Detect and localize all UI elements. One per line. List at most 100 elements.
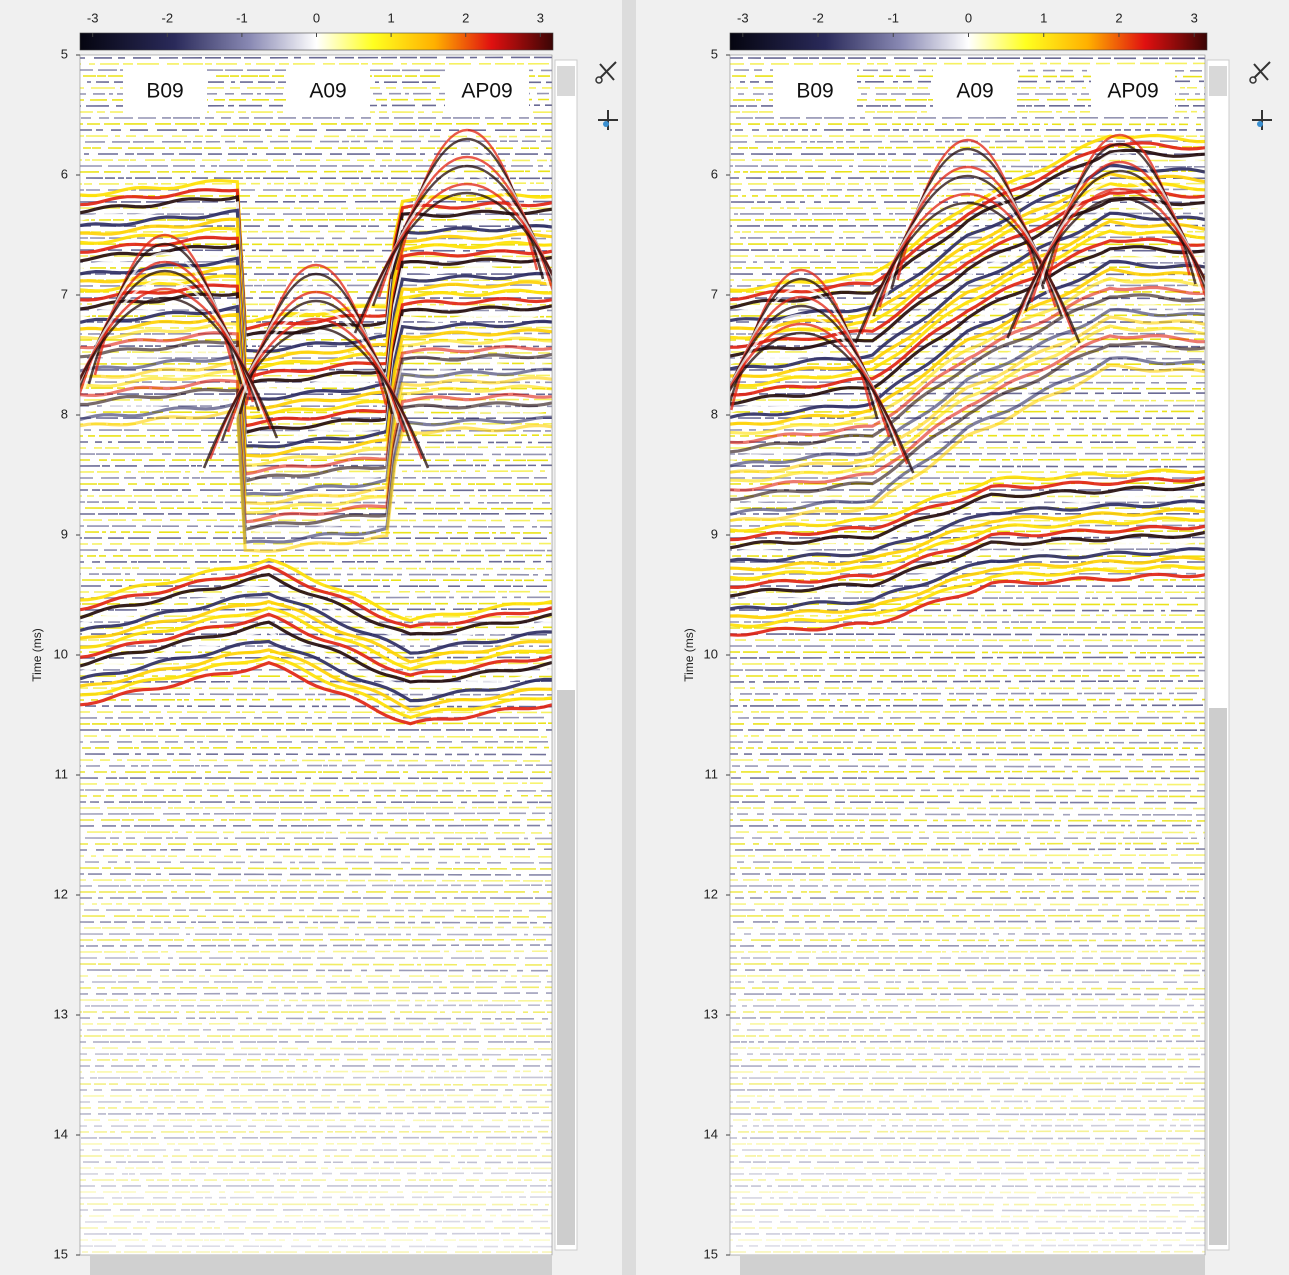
texture <box>730 465 1205 468</box>
texture <box>730 381 1205 384</box>
texture <box>80 1076 552 1079</box>
colorbar-tick-label: 3 <box>1191 10 1198 25</box>
cut-icon[interactable] <box>1253 61 1271 81</box>
pan-icon-dot[interactable] <box>1257 121 1263 127</box>
texture <box>730 410 1205 413</box>
reflector <box>730 524 1205 590</box>
texture <box>730 807 1205 810</box>
texture <box>80 1047 552 1050</box>
texture <box>80 873 552 876</box>
texture <box>730 692 1205 695</box>
y-tick-label: 7 <box>711 286 718 301</box>
reflector <box>80 592 552 655</box>
reflector <box>80 352 552 497</box>
texture <box>730 159 1205 162</box>
hyperbola <box>854 201 1081 344</box>
texture <box>730 266 1205 269</box>
texture <box>730 1172 1205 1175</box>
texture <box>730 770 1205 773</box>
y-tick-label: 15 <box>704 1246 718 1261</box>
texture <box>730 950 1205 953</box>
texture <box>730 813 1205 816</box>
section-label: B09 <box>796 80 833 103</box>
texture <box>80 753 552 756</box>
reflector <box>730 204 1205 365</box>
texture <box>80 1058 552 1061</box>
reflector <box>80 630 552 693</box>
y-axis-label: Time (ms) <box>30 628 44 682</box>
scroll-thumb-top[interactable] <box>557 66 575 96</box>
texture <box>80 1070 552 1073</box>
texture <box>730 548 1205 551</box>
texture <box>80 999 552 1002</box>
scroll-thumb-top[interactable] <box>1209 66 1227 96</box>
texture <box>730 1215 1205 1218</box>
reflector <box>80 331 552 476</box>
label-box <box>1091 69 1175 115</box>
texture <box>80 921 552 924</box>
horizontal-scrollbar[interactable] <box>90 1256 552 1275</box>
reflector <box>80 661 552 726</box>
reflector <box>730 172 1205 331</box>
pan-icon[interactable] <box>1252 110 1272 130</box>
reflector <box>80 274 552 420</box>
texture <box>730 939 1205 942</box>
reflector <box>80 340 552 484</box>
texture <box>80 933 552 936</box>
cut-icon-dot[interactable] <box>595 76 603 84</box>
texture <box>730 1220 1205 1223</box>
reflector <box>730 237 1205 397</box>
section-label: B09 <box>146 80 183 103</box>
scroll-thumb[interactable] <box>1209 708 1227 1245</box>
texture <box>80 1172 552 1175</box>
texture <box>80 944 552 947</box>
reflector <box>730 341 1205 502</box>
y-tick-label: 14 <box>704 1126 718 1141</box>
hyperbola <box>730 331 915 474</box>
reflector <box>730 267 1205 426</box>
texture <box>80 525 552 528</box>
y-tick-label: 13 <box>704 1006 718 1021</box>
section-label: AP09 <box>461 80 512 103</box>
cut-icon[interactable] <box>599 61 617 81</box>
texture <box>730 1040 1205 1043</box>
texture <box>80 879 552 882</box>
reflector <box>730 276 1205 435</box>
reflector <box>80 178 552 324</box>
texture <box>730 974 1205 977</box>
texture <box>730 1004 1205 1007</box>
splitter[interactable] <box>622 0 636 1275</box>
texture <box>730 998 1205 1001</box>
reflector <box>80 249 552 393</box>
texture <box>730 1191 1205 1194</box>
colorbar-tick-label: 2 <box>462 10 469 25</box>
pan-icon-dot[interactable] <box>603 121 609 127</box>
colorbar-tick-label: 1 <box>387 10 394 25</box>
reflector <box>730 324 1205 483</box>
reflector <box>80 654 552 720</box>
reflector <box>730 259 1205 419</box>
texture <box>730 392 1205 395</box>
reflector <box>730 219 1205 379</box>
reflector <box>80 387 552 532</box>
texture <box>80 1094 552 1097</box>
y-tick-label: 5 <box>61 46 68 61</box>
reflector <box>80 283 552 428</box>
texture <box>730 987 1205 990</box>
pan-icon[interactable] <box>598 110 618 130</box>
texture <box>730 284 1205 287</box>
scroll-thumb[interactable] <box>557 690 575 1245</box>
reflector <box>80 217 552 363</box>
hyperbola <box>80 296 279 439</box>
reflector <box>730 245 1205 406</box>
texture <box>730 236 1205 239</box>
texture <box>80 969 552 972</box>
colorbar-tick-label: -2 <box>812 10 824 25</box>
cut-icon-dot[interactable] <box>1249 76 1257 84</box>
texture <box>80 759 552 762</box>
label-box <box>445 69 529 115</box>
horizontal-scrollbar[interactable] <box>740 1256 1205 1275</box>
texture <box>80 434 552 437</box>
texture <box>80 182 552 185</box>
